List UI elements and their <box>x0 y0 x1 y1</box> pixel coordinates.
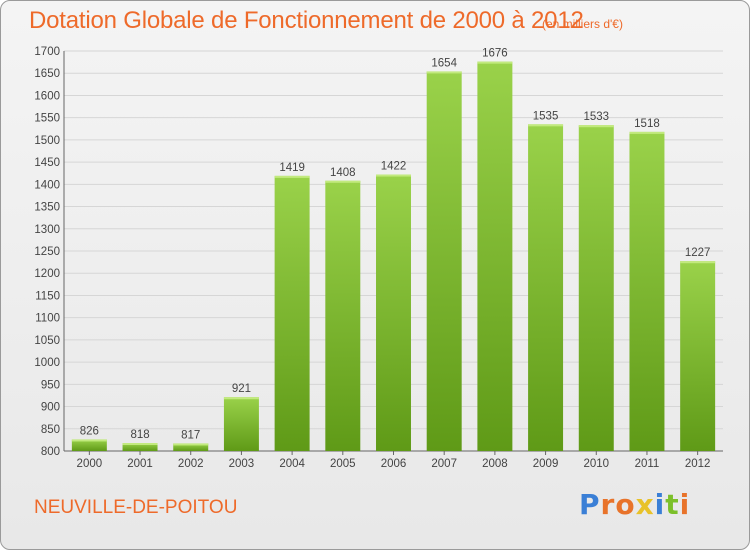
x-tick-label: 2004 <box>279 458 305 470</box>
y-tick-label: 1200 <box>34 268 60 280</box>
y-tick-label: 1250 <box>34 246 60 258</box>
value-label: 1227 <box>685 247 711 259</box>
y-tick-label: 1700 <box>34 46 60 58</box>
bar-2007 <box>426 71 462 451</box>
value-label: 1408 <box>330 167 356 179</box>
x-tick-label: 2007 <box>431 458 457 470</box>
y-tick-label: 800 <box>41 446 60 458</box>
bar-2010 <box>578 125 614 451</box>
labels: 800 850 900 950 1000 1050 1100 1150 1200 1250 1300… <box>34 46 710 470</box>
bar-2000 <box>71 439 107 451</box>
bar-2009 <box>528 124 564 451</box>
value-label: 1518 <box>634 118 660 130</box>
bar-highlight <box>477 61 513 64</box>
bar-2003 <box>223 397 259 451</box>
y-tick-label: 1600 <box>34 90 60 102</box>
x-tick-label: 2003 <box>229 458 255 470</box>
value-label: 921 <box>232 383 251 395</box>
x-tick-label: 2000 <box>77 458 103 470</box>
y-tick-label: 900 <box>41 402 60 414</box>
x-tick-label: 2010 <box>583 458 609 470</box>
x-tick-label: 2008 <box>482 458 508 470</box>
bar-highlight <box>376 174 411 177</box>
y-tick-label: 1000 <box>34 357 60 369</box>
bar-2006 <box>376 174 411 452</box>
y-tick-label: 1300 <box>34 224 60 236</box>
bar-2011 <box>629 131 665 451</box>
value-label: 1654 <box>431 57 457 69</box>
bars <box>71 61 716 452</box>
place-name: NEUVILLE-DE-POITOU <box>34 497 238 518</box>
bar-highlight <box>223 397 259 400</box>
y-tick-label: 1150 <box>35 290 60 302</box>
y-tick-label: 1650 <box>34 68 60 80</box>
bar-2012 <box>680 261 716 451</box>
x-tick-label: 2001 <box>127 458 153 470</box>
logo-letter: i <box>679 488 691 521</box>
bar-highlight <box>578 125 614 128</box>
y-tick-label: 1450 <box>34 157 60 169</box>
bar-highlight <box>173 443 209 446</box>
bar-2004 <box>274 175 310 451</box>
x-tick-label: 2009 <box>533 458 559 470</box>
logo-letter: P <box>579 488 601 521</box>
logo-letter: t <box>665 488 680 521</box>
value-label: 817 <box>181 429 200 441</box>
bar-highlight <box>426 71 462 74</box>
y-tick-label: 1100 <box>35 313 60 325</box>
bar-highlight <box>71 439 107 442</box>
bar-2005 <box>325 180 361 451</box>
bar-highlight <box>629 131 665 134</box>
bar-highlight <box>528 124 564 127</box>
logo-letter: i <box>654 488 666 521</box>
bar-highlight <box>122 443 158 445</box>
bar-2008 <box>477 61 513 452</box>
bar-highlight <box>325 180 361 183</box>
bar-highlight <box>274 175 310 178</box>
y-tick-label: 1350 <box>34 202 60 214</box>
x-tick-label: 2012 <box>685 458 711 470</box>
x-tick-label: 2006 <box>381 458 407 470</box>
value-label: 1535 <box>533 110 559 122</box>
value-label: 1419 <box>279 162 305 174</box>
y-tick-label: 850 <box>41 424 60 436</box>
value-label: 818 <box>130 429 149 441</box>
y-tick-label: 1550 <box>34 113 60 125</box>
logo-letter: x <box>635 488 655 521</box>
logo-letter: o <box>615 488 636 521</box>
chart-subtitle: (en milliers d'€) <box>542 17 623 31</box>
logo-letter: r <box>600 488 616 521</box>
bar-2001 <box>122 443 158 451</box>
bar-highlight <box>680 261 716 264</box>
chart-title: Dotation Globale de Fonctionnement de 20… <box>29 7 584 34</box>
bar-2002 <box>173 443 209 451</box>
value-label: 1676 <box>482 48 508 60</box>
value-label: 826 <box>80 425 99 437</box>
value-label: 1422 <box>381 161 407 173</box>
value-label: 1533 <box>583 111 609 123</box>
x-tick-label: 2011 <box>635 458 660 470</box>
y-tick-label: 1050 <box>34 335 60 347</box>
proxiti-logo: Proxiti <box>579 488 690 521</box>
x-tick-label: 2002 <box>178 458 204 470</box>
x-tick-label: 2005 <box>330 458 356 470</box>
y-tick-label: 950 <box>41 379 60 391</box>
y-tick-label: 1400 <box>34 179 60 191</box>
y-tick-label: 1500 <box>34 135 60 147</box>
